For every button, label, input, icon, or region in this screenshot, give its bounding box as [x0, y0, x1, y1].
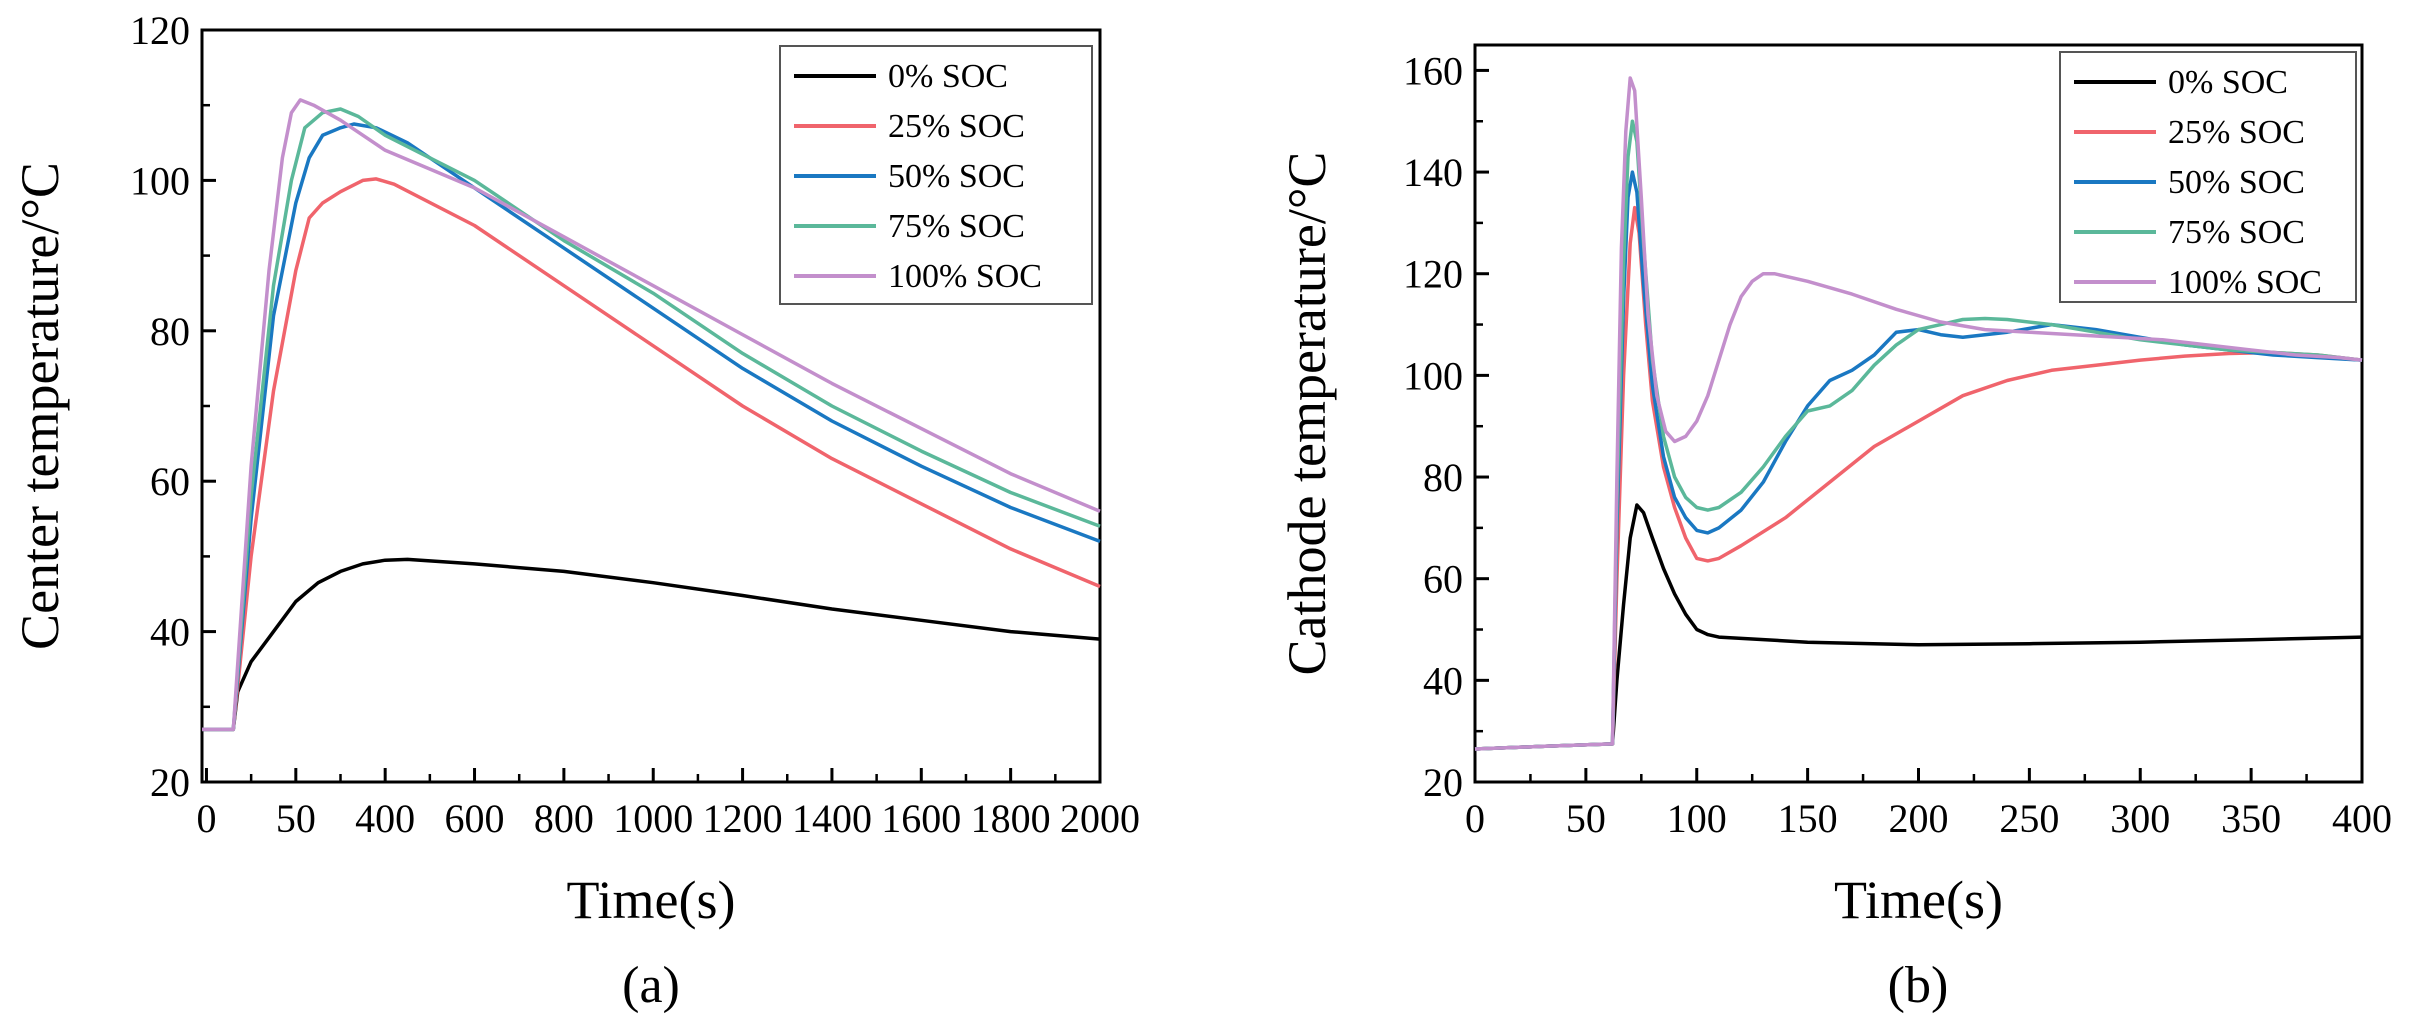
y-tick-label: 40 [1423, 658, 1463, 703]
panel-a: 0 50 400 600 800 1000 1200 1400 1600 1800 2000 20 40… [10, 8, 1140, 1014]
x-tick-label: 300 [2110, 796, 2170, 841]
x-tick-label: 50 [276, 796, 316, 841]
legend-label: 50% SOC [2168, 164, 2305, 201]
x-tick-label: 800 [534, 796, 594, 841]
y-tick-label: 60 [1423, 557, 1463, 602]
caption-a: (a) [622, 957, 680, 1014]
x-tick-label: 350 [2221, 796, 2281, 841]
legend-label: 0% SOC [888, 58, 1008, 95]
x-tick-label: 250 [1999, 796, 2059, 841]
x-tick-label: 600 [445, 796, 505, 841]
legend-label: 75% SOC [2168, 214, 2305, 251]
x-tick-label: 150 [1778, 796, 1838, 841]
x-tick-label: 100 [1667, 796, 1727, 841]
series-group-b [1474, 76, 2363, 751]
series-line-0-soc [202, 557, 1101, 732]
x-tick-label: 400 [2332, 796, 2392, 841]
series-line-50-soc [1474, 170, 2363, 751]
series-line-25-soc [202, 177, 1101, 732]
axis-ticks-b: 0 50 100 150 200 250 300 350 400 20 40 60 80 100 120 14… [1403, 48, 2392, 841]
series-line-100-soc [202, 98, 1101, 732]
x-axis-title-b: Time(s) [1834, 870, 2003, 930]
caption-b: (b) [1888, 957, 1949, 1014]
x-tick-label: 0 [1465, 796, 1485, 841]
y-tick-label: 20 [1423, 760, 1463, 805]
y-tick-label: 120 [1403, 252, 1463, 297]
y-tick-label: 60 [150, 459, 190, 504]
y-tick-label: 20 [150, 760, 190, 805]
series-line-0-soc [1474, 503, 2363, 751]
y-axis-title-b: Cathode temperature/°C [1277, 152, 1337, 676]
y-tick-label: 40 [150, 610, 190, 655]
y-tick-label: 80 [1423, 455, 1463, 500]
y-tick-label: 160 [1403, 48, 1463, 93]
series-line-75-soc [202, 107, 1101, 732]
legend-label: 25% SOC [888, 108, 1025, 145]
legend-a: 0% SOC 25% SOC 50% SOC 75% SOC 100% SOC [779, 45, 1093, 305]
x-tick-label: 1600 [881, 796, 961, 841]
legend-label: 75% SOC [888, 208, 1025, 245]
x-tick-label: 1200 [703, 796, 783, 841]
legend-b: 0% SOC 25% SOC 50% SOC 75% SOC 100% SOC [2059, 51, 2357, 303]
y-tick-label: 80 [150, 309, 190, 354]
axis-ticks-a: 0 50 400 600 800 1000 1200 1400 1600 1800 2000 20 40… [130, 8, 1140, 841]
legend-box [2059, 51, 2357, 303]
x-tick-label: 50 [1566, 796, 1606, 841]
x-tick-label: 1000 [613, 796, 693, 841]
y-tick-label: 120 [130, 8, 190, 53]
series-group-a [202, 98, 1101, 732]
x-tick-label: 400 [355, 796, 415, 841]
x-tick-label: 0 [196, 796, 216, 841]
legend-label: 0% SOC [2168, 64, 2288, 101]
y-tick-label: 140 [1403, 150, 1463, 195]
x-tick-label: 1800 [971, 796, 1051, 841]
legend-label: 25% SOC [2168, 114, 2305, 151]
y-axis-title-a: Center temperature/°C [10, 162, 70, 650]
legend-label: 50% SOC [888, 158, 1025, 195]
x-tick-label: 1400 [792, 796, 872, 841]
y-tick-label: 100 [1403, 353, 1463, 398]
series-line-25-soc [1474, 205, 2363, 751]
series-line-100-soc [1474, 76, 2363, 751]
x-tick-label: 2000 [1060, 796, 1140, 841]
legend-label: 100% SOC [2168, 264, 2322, 301]
x-axis-title-a: Time(s) [566, 870, 735, 930]
y-tick-label: 100 [130, 158, 190, 203]
x-tick-label: 200 [1889, 796, 1949, 841]
series-line-75-soc [1474, 119, 2363, 751]
panel-b: 0 50 100 150 200 250 300 350 400 20 40 60 80 100 120 14… [1277, 43, 2392, 1014]
legend-label: 100% SOC [888, 258, 1042, 295]
